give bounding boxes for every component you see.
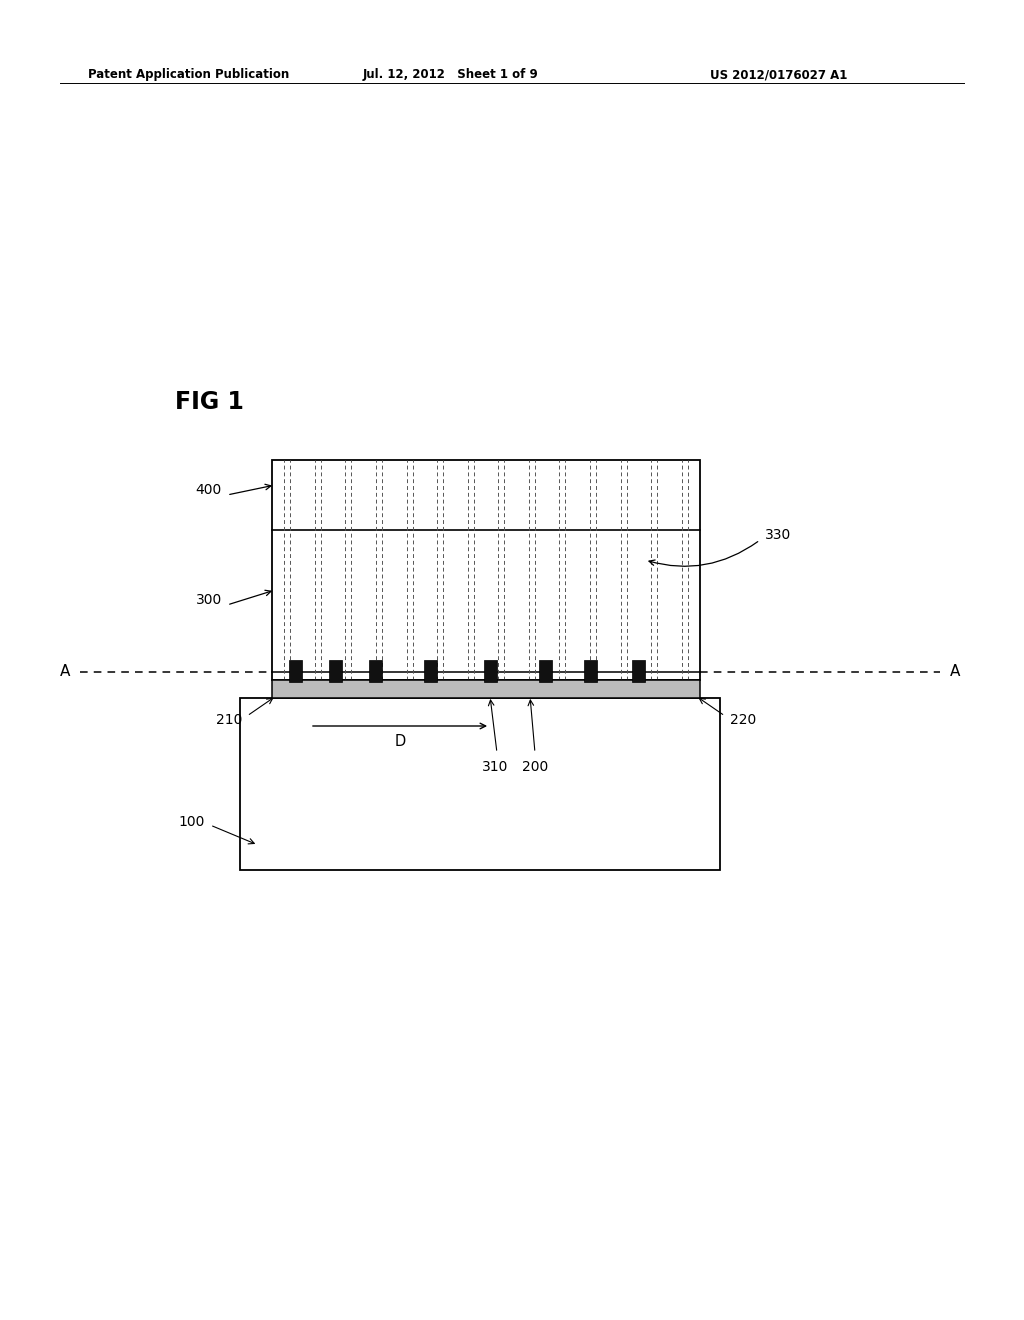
Bar	[272, 680, 700, 698]
Text: D: D	[394, 734, 406, 750]
Text: 310: 310	[482, 760, 508, 774]
Bar	[539, 660, 552, 682]
Text: 400: 400	[196, 483, 222, 498]
Bar	[632, 660, 645, 682]
Text: 100: 100	[178, 814, 205, 829]
Bar	[424, 660, 437, 682]
Text: A: A	[59, 664, 70, 680]
Text: US 2012/0176027 A1: US 2012/0176027 A1	[710, 69, 848, 81]
Text: 200: 200	[522, 760, 548, 774]
Text: 330: 330	[765, 528, 792, 543]
Text: 220: 220	[730, 713, 757, 727]
Bar	[584, 660, 597, 682]
Text: Patent Application Publication: Patent Application Publication	[88, 69, 289, 81]
Bar	[484, 660, 497, 682]
Text: 210: 210	[216, 713, 242, 727]
Text: 300: 300	[196, 593, 222, 607]
Bar	[369, 660, 382, 682]
Bar	[329, 660, 342, 682]
Text: A: A	[950, 664, 961, 680]
Bar	[240, 698, 720, 870]
Bar	[289, 660, 302, 682]
Bar	[272, 459, 700, 680]
Text: FIG 1: FIG 1	[175, 389, 244, 414]
Text: Jul. 12, 2012   Sheet 1 of 9: Jul. 12, 2012 Sheet 1 of 9	[362, 69, 539, 81]
